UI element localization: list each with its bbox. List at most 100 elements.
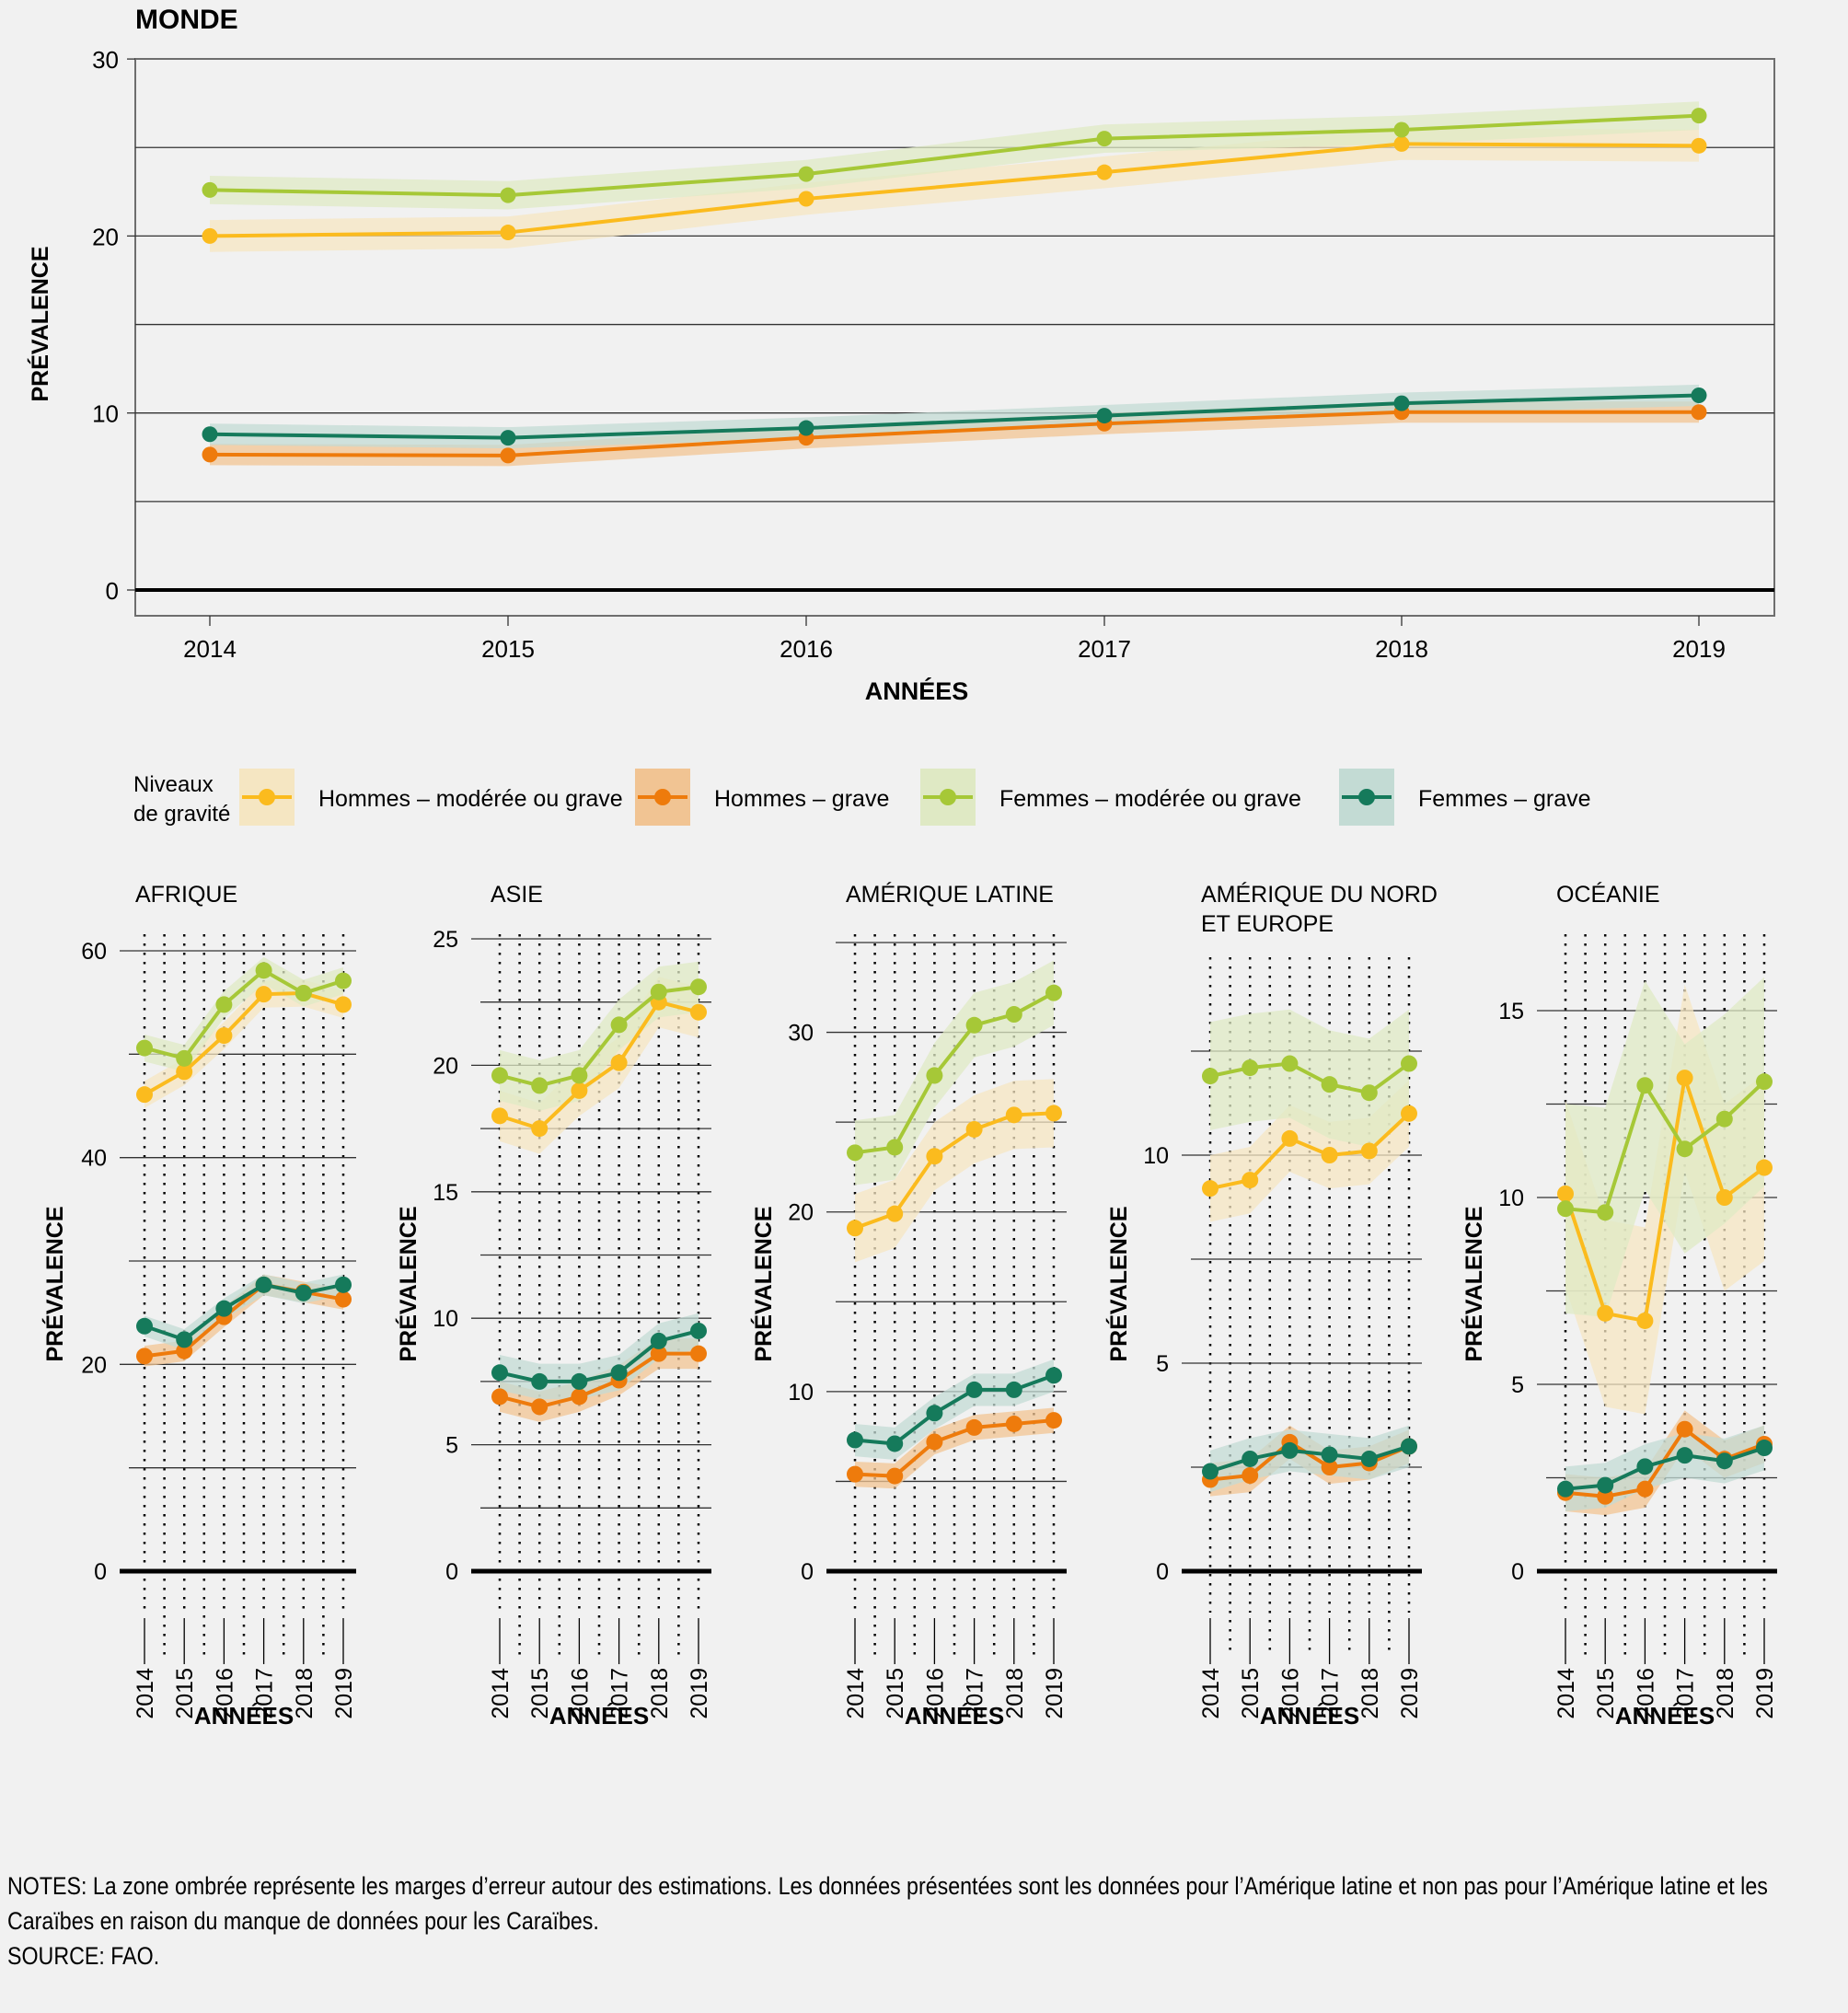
oceanie-point-f_mod-2018 — [1715, 1110, 1733, 1128]
amerique-latine-band-h_mod — [855, 1079, 1054, 1263]
amerique-nord-europe-point-h_mod-2019 — [1401, 1105, 1417, 1122]
afrique-point-f_grave-2015 — [176, 1331, 193, 1348]
amerique-nord-europe-point-h_grave-2017 — [1321, 1459, 1338, 1475]
amerique-latine-point-f_grave-2016 — [926, 1405, 943, 1422]
amerique-latine-x-axis-label: ANNÉES — [905, 1702, 1004, 1730]
afrique-point-f_mod-2019 — [335, 972, 352, 989]
legend-title-line-1: Niveaux — [133, 772, 214, 797]
afrique-point-f_mod-2017 — [255, 962, 272, 979]
afrique-ytick-label-60: 60 — [81, 939, 107, 965]
asie-x-axis-label: ANNÉES — [549, 1702, 649, 1730]
amerique-nord-europe-point-f_mod-2018 — [1360, 1084, 1378, 1102]
amerique-latine-point-h_mod-2019 — [1045, 1105, 1062, 1122]
oceanie-point-h_mod-2015 — [1597, 1304, 1614, 1322]
world-point-f_mod-2017 — [1096, 131, 1113, 147]
oceanie-point-f_grave-2015 — [1597, 1476, 1614, 1494]
oceanie-ytick-label-5: 5 — [1511, 1372, 1524, 1398]
legend: Niveaux de gravité Hommes – modérée ou gra… — [133, 769, 1591, 827]
region-chart-afrique: AFRIQUE 0 20 40 60 2014 2015 2016 2017 2018 2019 AN… — [41, 882, 357, 1730]
amerique-latine-xtick-label-2014: 2014 — [843, 1668, 869, 1719]
asie-xtick-label-2017: 2017 — [607, 1668, 633, 1719]
amerique-nord-europe-point-f_mod-2014 — [1202, 1068, 1219, 1085]
asie-point-h_mod-2017 — [610, 1054, 628, 1071]
amerique-latine-xtick-label-2019: 2019 — [1042, 1668, 1068, 1719]
world-point-f_mod-2014 — [202, 181, 218, 198]
world-xtick-label-2016: 2016 — [780, 635, 833, 663]
amerique-latine-title: AMÉRIQUE LATINE — [846, 881, 1054, 908]
region-chart-asie: ASIE 0 5 10 15 20 25 2014 2015 2016 2017 2018 2019 AN… — [395, 882, 712, 1730]
amerique-nord-europe-point-f_grave-2018 — [1360, 1450, 1378, 1467]
afrique-xtick-label-2019: 2019 — [331, 1668, 357, 1719]
oceanie-xtick-label-2019: 2019 — [1752, 1668, 1778, 1719]
world-point-h_grave-2019 — [1691, 404, 1707, 421]
world-point-h_mod-2018 — [1393, 135, 1410, 152]
asie-ytick-label-5: 5 — [445, 1433, 458, 1459]
amerique-nord-europe-xtick-label-2018: 2018 — [1357, 1668, 1383, 1719]
asie-point-f_mod-2018 — [650, 983, 667, 1001]
asie-point-h_grave-2015 — [531, 1398, 549, 1416]
asie-point-f_grave-2019 — [690, 1322, 707, 1339]
amerique-latine-xtick-label-2015: 2015 — [883, 1668, 908, 1719]
legend-marker-h_mod — [259, 789, 275, 805]
asie-point-h_mod-2016 — [571, 1082, 588, 1099]
world-point-h_mod-2019 — [1691, 137, 1707, 154]
asie-point-h_mod-2015 — [531, 1120, 549, 1138]
world-xtick-label-2018: 2018 — [1375, 635, 1428, 663]
source-line: SOURCE: FAO. — [7, 1942, 160, 1970]
afrique-point-f_mod-2014 — [136, 1039, 153, 1057]
oceanie-point-f_grave-2016 — [1636, 1458, 1654, 1475]
world-ytick-label-20: 20 — [92, 223, 119, 250]
amerique-latine-xtick-label-2017: 2017 — [963, 1668, 988, 1719]
oceanie-point-f_mod-2016 — [1636, 1077, 1654, 1094]
oceanie-xtick-label-2015: 2015 — [1593, 1668, 1619, 1719]
amerique-nord-europe-point-h_mod-2017 — [1321, 1147, 1338, 1163]
afrique-band-h_mod — [144, 979, 343, 1108]
amerique-nord-europe-band-f_grave — [1210, 1425, 1409, 1493]
asie-xtick-label-2019: 2019 — [687, 1668, 712, 1719]
world-ytick-label-10: 10 — [92, 400, 119, 428]
amerique-latine-point-h_mod-2017 — [965, 1120, 983, 1138]
afrique-point-f_grave-2016 — [215, 1300, 233, 1317]
amerique-nord-europe-point-f_grave-2016 — [1281, 1441, 1299, 1459]
oceanie-title: OCÉANIE — [1556, 881, 1660, 908]
oceanie-y-axis-label: PRÉVALENCE — [1461, 1206, 1487, 1361]
amerique-latine-point-h_mod-2018 — [1005, 1106, 1022, 1124]
world-plot-frame — [134, 58, 1775, 617]
region-chart-oceanie: OCÉANIE 0 5 10 15 2014 2015 2016 2017 2018 2019 ANN… — [1461, 881, 1778, 1730]
amerique-nord-europe-y-axis-label: PRÉVALENCE — [1105, 1206, 1132, 1361]
asie-point-f_mod-2015 — [531, 1077, 549, 1094]
amerique-nord-europe-xtick-label-2014: 2014 — [1198, 1668, 1224, 1719]
amerique-latine-point-h_grave-2017 — [965, 1418, 983, 1436]
amerique-nord-europe-point-f_grave-2014 — [1202, 1463, 1219, 1480]
world-ytick-label-30: 30 — [92, 46, 119, 74]
legend-marker-f_mod — [940, 789, 956, 805]
amerique-nord-europe-title: AMÉRIQUE DU NORD — [1201, 881, 1438, 908]
world-ytick-label-0: 0 — [106, 577, 119, 605]
amerique-nord-europe-point-h_mod-2018 — [1360, 1142, 1378, 1160]
amerique-latine-ytick-label-20: 20 — [788, 1200, 814, 1226]
amerique-nord-europe-point-f_grave-2019 — [1401, 1438, 1417, 1455]
afrique-point-h_mod-2019 — [335, 996, 352, 1013]
amerique-latine-point-h_grave-2016 — [926, 1433, 943, 1451]
afrique-x-axis-label: ANNÉES — [194, 1702, 294, 1730]
amerique-latine-xtick-label-2016: 2016 — [922, 1668, 948, 1719]
afrique-point-f_mod-2018 — [295, 985, 312, 1002]
amerique-nord-europe-point-f_grave-2015 — [1242, 1450, 1259, 1467]
amerique-latine-point-h_mod-2016 — [926, 1148, 943, 1165]
amerique-nord-europe-title-line-2: ET EUROPE — [1201, 911, 1334, 937]
oceanie-band-f_mod — [1565, 977, 1764, 1317]
afrique-point-h_mod-2017 — [255, 986, 272, 1003]
world-point-h_mod-2016 — [798, 191, 814, 207]
oceanie-point-h_mod-2019 — [1756, 1159, 1773, 1176]
amerique-nord-europe-ytick-label-10: 10 — [1143, 1143, 1169, 1169]
oceanie-point-f_grave-2019 — [1756, 1440, 1773, 1457]
world-point-f_mod-2019 — [1691, 108, 1707, 124]
asie-point-f_grave-2017 — [610, 1364, 628, 1382]
legend-label-f_mod: Femmes – modérée ou grave — [999, 786, 1301, 812]
afrique-point-h_grave-2014 — [136, 1348, 153, 1365]
amerique-nord-europe-point-f_mod-2017 — [1321, 1076, 1338, 1093]
afrique-ytick-label-0: 0 — [94, 1559, 107, 1585]
amerique-latine-point-h_grave-2018 — [1005, 1415, 1022, 1432]
